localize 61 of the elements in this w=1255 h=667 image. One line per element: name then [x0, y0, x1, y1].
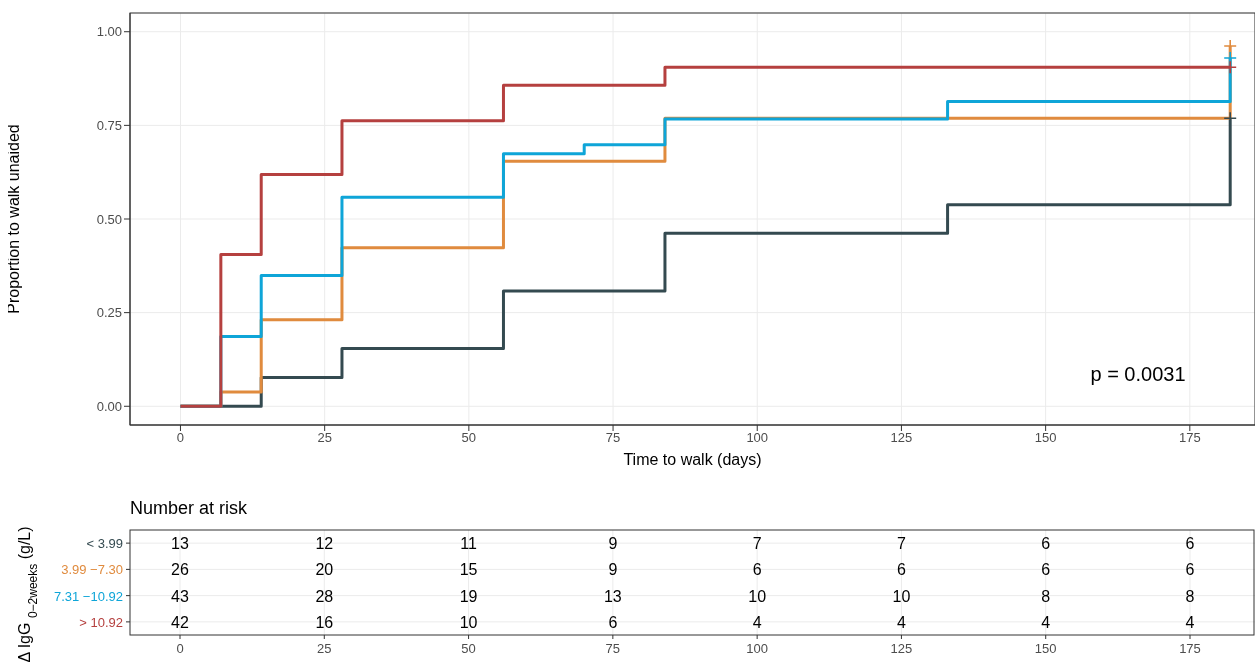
x-tick-label: 175 [1179, 641, 1201, 656]
x-tick-label: 100 [746, 430, 769, 446]
data-label: 43 [171, 587, 189, 605]
data-label: 9 [608, 561, 618, 579]
x-tick-label: 125 [890, 430, 913, 446]
data-label: 8 [1185, 587, 1195, 605]
data-label: 4 [896, 613, 906, 631]
x-tick-label: 175 [1178, 430, 1201, 446]
data-label: 19 [459, 587, 478, 605]
data-label: 15 [459, 561, 478, 579]
y-tick-label: 7.31 −10.92 [53, 588, 123, 604]
x-tick-label: 75 [605, 641, 621, 656]
x-tick-label: 100 [746, 641, 768, 656]
y-tick-label: 0.75 [96, 117, 122, 133]
x-tick-label: 150 [1034, 641, 1057, 656]
data-label: 6 [608, 613, 618, 631]
data-label: 12 [315, 535, 334, 553]
x-tick-label: 50 [461, 430, 477, 446]
data-label: 11 [460, 535, 477, 553]
data-label: 42 [171, 613, 189, 631]
x-tick-label: 25 [317, 641, 332, 656]
chart-title: Number at risk [130, 498, 249, 518]
data-label: 7 [752, 535, 762, 553]
data-label: 6 [752, 561, 762, 579]
data-label: 10 [892, 587, 911, 605]
x-tick-label: 25 [317, 430, 332, 446]
data-label: 6 [896, 561, 906, 579]
x-tick-label: 75 [605, 430, 621, 446]
data-label: 10 [459, 613, 478, 631]
x-tick-label: 125 [890, 641, 913, 656]
data-label: 13 [603, 587, 622, 605]
x-tick-label: 0 [176, 641, 184, 656]
x-tick-label: 150 [1034, 430, 1057, 446]
data-label: 20 [315, 561, 334, 579]
x-tick-label: 0 [176, 430, 185, 446]
data-label: 26 [171, 561, 189, 579]
data-label: 8 [1041, 587, 1051, 605]
y-tick-label: > 10.92 [79, 614, 123, 630]
data-label: 10 [748, 587, 767, 605]
data-label: 9 [608, 535, 618, 553]
data-label: 6 [1185, 561, 1195, 579]
data-label: 6 [1041, 535, 1051, 553]
data-label: 7 [896, 535, 906, 553]
y-tick-label: < 3.99 [86, 536, 123, 552]
data-label: 16 [315, 613, 334, 631]
data-label: 13 [171, 535, 189, 553]
x-axis-title: Time to walk (days) [623, 451, 762, 468]
data-label: 4 [1041, 613, 1051, 631]
data-label: 6 [1185, 535, 1195, 553]
y-tick-label: 1.00 [96, 24, 122, 40]
data-label: 4 [1185, 613, 1195, 631]
y-tick-label: 0.00 [96, 398, 122, 414]
y-axis-title: Proportion to walk unaided [4, 124, 22, 314]
data-label: 28 [315, 587, 334, 605]
x-tick-label: 50 [461, 641, 476, 656]
annotation: p = 0.0031 [1090, 363, 1186, 385]
y-tick-label: 3.99 −7.30 [61, 562, 123, 578]
y-tick-label: 0.25 [96, 305, 122, 321]
data-label: 4 [752, 613, 762, 631]
y-tick-label: 0.50 [96, 211, 122, 227]
data-label: 6 [1041, 561, 1051, 579]
